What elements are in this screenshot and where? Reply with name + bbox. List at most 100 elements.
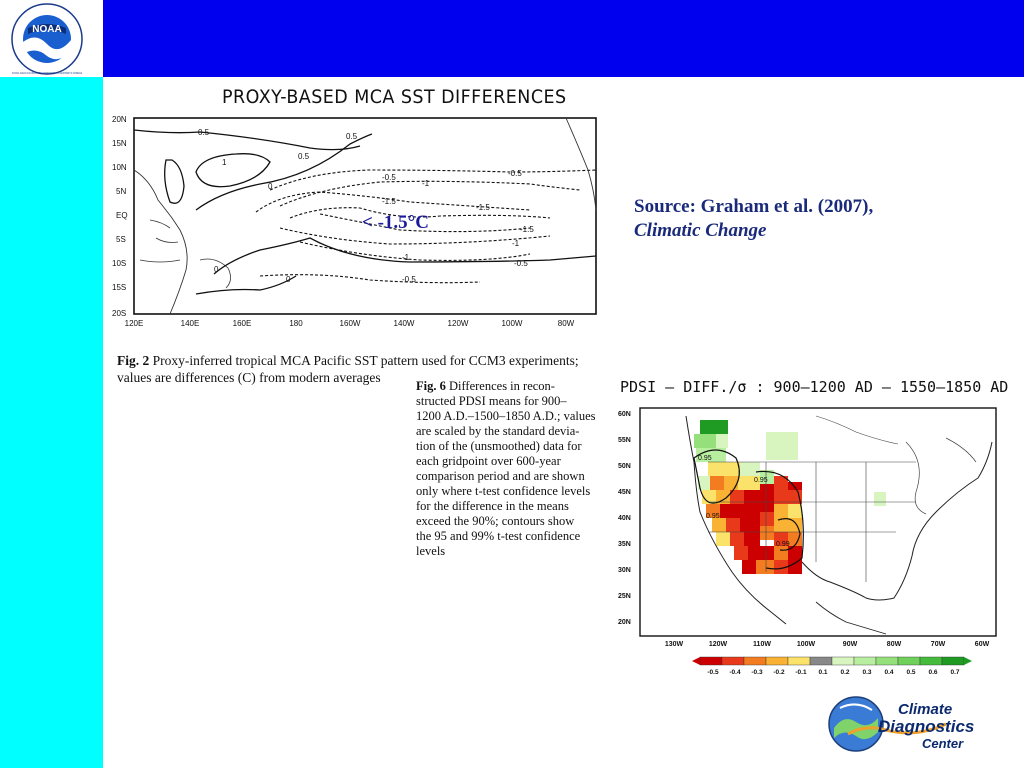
noaa-logo-text: NOAA — [32, 24, 61, 35]
pdsi-contour-label: 0.95 — [706, 513, 720, 520]
pdsi-lon-label: 100W — [797, 641, 816, 648]
sst-new-guinea — [199, 258, 231, 289]
colorbar-tick-label: 0.2 — [840, 669, 849, 676]
pdsi-map: 0.95 0.95 0.95 0.99 60N 55N 50N 45N 40N … — [618, 407, 997, 676]
sst-lon-label: 180 — [289, 319, 303, 328]
fig6-caption-label: Fig. 6 — [416, 379, 446, 393]
sst-contour-label: -1 — [512, 239, 520, 248]
sst-lon-label: 120W — [448, 319, 469, 328]
colorbar-tick-label: -0.4 — [729, 669, 741, 676]
colorbar-swatch — [699, 656, 723, 666]
sst-contour-label: -0.5 — [514, 259, 528, 268]
pdsi-map-frame — [639, 407, 997, 637]
sst-lat-label: 20N — [112, 115, 127, 124]
sst-lon-label: 140W — [394, 319, 415, 328]
sst-lat-label: 10N — [112, 163, 127, 172]
colorbar-swatch — [853, 656, 877, 666]
sst-contour-label: -1 — [422, 179, 430, 188]
pdsi-lat-label: 25N — [618, 593, 631, 600]
sst-lon-label: 160E — [233, 319, 252, 328]
colorbar-tick-label: 0.3 — [862, 669, 871, 676]
fig6-caption-line: exceed the 90%; contours show — [416, 514, 575, 528]
sst-contour-label: 0 — [214, 265, 219, 274]
pdsi-lat-label: 55N — [618, 437, 631, 444]
source-line-2: Climatic Change — [634, 220, 767, 241]
sst-lon-label: 160W — [340, 319, 361, 328]
fig2-caption-label: Fig. 2 — [117, 353, 150, 368]
sst-contour-label: -0.5 — [382, 173, 396, 182]
colorbar-tick-label: 0.1 — [818, 669, 827, 676]
sst-contour-label: 0.5 — [198, 128, 210, 137]
sst-contour-label: -1.5 — [382, 197, 396, 206]
pdsi-lat-label: 60N — [618, 411, 631, 418]
sst-coastline-west — [133, 169, 188, 315]
sst-contour-label: 0.5 — [346, 132, 358, 141]
colorbar-swatch — [809, 656, 833, 666]
sst-lat-label: 5S — [116, 235, 126, 244]
colorbar-swatch — [787, 656, 811, 666]
cdc-logo-line3: Center — [922, 736, 964, 751]
pdsi-figure-title: PDSI – DIFF./σ : 900–1200 AD – 1550–1850… — [620, 378, 1009, 396]
colorbar-tick-label: -0.5 — [707, 669, 719, 676]
sst-contour-label: -1.5 — [520, 225, 534, 234]
fig6-caption-line: structed PDSI means for 900– — [416, 394, 567, 408]
pdsi-contour-label: 0.95 — [754, 477, 768, 484]
left-sidebar-bar — [0, 0, 103, 768]
sst-contour-label: -0.5 — [402, 275, 416, 284]
colorbar-tick-label: 0.6 — [928, 669, 937, 676]
colorbar-swatch — [897, 656, 921, 666]
pdsi-lon-label: 70W — [931, 641, 946, 648]
colorbar-tick-label: -0.3 — [751, 669, 763, 676]
sst-lon-label: 120E — [125, 319, 144, 328]
fig6-caption: Fig. 6 Differences in recon- structed PD… — [416, 379, 606, 559]
fig6-caption-line: Differences in recon- — [448, 379, 555, 393]
sst-lat-label: 15S — [112, 283, 126, 292]
sst-contour-label: 0 — [268, 182, 273, 191]
sst-lon-label: 80W — [558, 319, 575, 328]
fig6-caption-line: 1200 A.D.–1500–1850 A.D.; values — [416, 409, 596, 423]
sst-annotation: < -1.5°C — [362, 212, 429, 233]
sst-contour-label: 0 — [286, 275, 291, 284]
pdsi-lon-label: 110W — [753, 641, 771, 648]
colorbar-swatch — [721, 656, 745, 666]
sst-contour-label: -1 — [402, 253, 410, 262]
sst-lat-label: EQ — [116, 211, 128, 220]
source-line-1: Source: Graham et al. (2007), — [634, 196, 874, 217]
cdc-logo-icon: Climate Diagnostics Center — [828, 696, 974, 752]
pdsi-colorbar-labels: -0.5 -0.4 -0.3 -0.2 -0.1 0.1 0.2 0.3 0.4 0.5 0.6 0.… — [707, 669, 959, 676]
sst-contour-label: -1.5 — [476, 203, 490, 212]
fig6-caption-line: each gridpoint over 600-year — [416, 454, 561, 468]
colorbar-arrow-left — [692, 657, 700, 665]
fig2-caption-text: Proxy-inferred tropical MCA Pacific SST … — [117, 353, 579, 385]
colorbar-swatch — [919, 656, 943, 666]
sst-contour-label: -0.5 — [508, 169, 522, 178]
colorbar-tick-label: 0.4 — [884, 669, 893, 676]
colorbar-swatch — [765, 656, 789, 666]
pdsi-lat-label: 35N — [618, 541, 631, 548]
fig6-caption-line: comparison period and are shown — [416, 469, 585, 483]
sst-lon-label: 140E — [181, 319, 200, 328]
fig6-caption-line: levels — [416, 544, 446, 558]
pdsi-lon-label: 90W — [843, 641, 858, 648]
fig2-caption: Fig. 2 Proxy-inferred tropical MCA Pacif… — [117, 352, 607, 386]
pdsi-lat-label: 30N — [618, 567, 631, 574]
pdsi-lat-label: 20N — [618, 619, 631, 626]
pdsi-lon-label: 120W — [709, 641, 728, 648]
sst-lon-label: 100W — [502, 319, 523, 328]
fig6-caption-line: only where t-test confidence levels — [416, 484, 591, 498]
sst-lat-label: 15N — [112, 139, 127, 148]
fig6-caption-line: for the difference in the means — [416, 499, 569, 513]
colorbar-arrow-right — [964, 657, 972, 665]
noaa-logo-box: NOAA NATIONAL OCEANIC AND ATMOSPHERIC AD… — [0, 0, 103, 77]
pdsi-colorbar — [692, 656, 972, 666]
sst-contour-label: 0.5 — [298, 152, 310, 161]
colorbar-swatch — [831, 656, 855, 666]
header-bar — [0, 0, 1024, 77]
sst-islands — [139, 219, 181, 263]
noaa-logo-icon: NOAA NATIONAL OCEANIC AND ATMOSPHERIC AD… — [11, 3, 83, 75]
colorbar-tick-label: 0.5 — [906, 669, 915, 676]
pdsi-lon-label: 60W — [975, 641, 990, 648]
pdsi-lon-label: 80W — [887, 641, 902, 648]
fig6-caption-line: are scaled by the standard devia- — [416, 424, 580, 438]
pdsi-contour-label: 0.99 — [776, 541, 790, 548]
